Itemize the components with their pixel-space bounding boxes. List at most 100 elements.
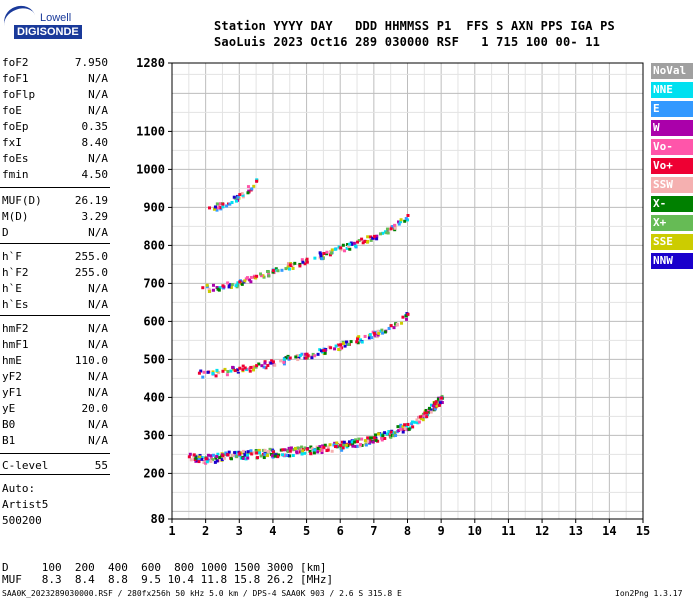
trace-point [304, 356, 308, 360]
trace-point [371, 236, 375, 240]
trace-point [298, 354, 302, 358]
legend-item: E [651, 101, 693, 117]
trace-point [417, 420, 421, 424]
trace-point [255, 274, 259, 278]
trace-point [223, 367, 227, 371]
trace-point [207, 290, 211, 294]
trace-point [246, 450, 250, 454]
trace-point [248, 278, 252, 282]
trace-point [346, 444, 350, 448]
trace-point [306, 354, 310, 358]
separator [0, 187, 110, 188]
trace-point [354, 438, 358, 442]
trace-point [312, 451, 316, 455]
trace-point [199, 369, 203, 373]
trace-point [338, 347, 342, 351]
trace-point [242, 456, 246, 460]
param-row: hmF2 N/A [2, 322, 108, 338]
trace-point [262, 456, 266, 460]
trace-point [214, 456, 218, 460]
trace-point [252, 365, 256, 369]
trace-point [259, 454, 263, 458]
trace-point [339, 343, 343, 347]
trace-point [266, 454, 270, 458]
trace-point [216, 452, 220, 456]
trace-point [300, 258, 304, 262]
trace-point [359, 442, 363, 446]
trace-point [425, 415, 429, 419]
param-row: M(D) 3.29 [2, 210, 108, 226]
x-tick-label: 3 [236, 524, 243, 538]
param-value: N/A [88, 226, 108, 239]
trace-point [394, 433, 398, 437]
param-value: N/A [88, 282, 108, 295]
trace-point [333, 247, 337, 251]
y-tick-label: 700 [143, 276, 165, 290]
trace-point [358, 338, 362, 342]
trace-point [426, 409, 430, 413]
trace-point [345, 246, 349, 250]
trace-point [245, 453, 249, 457]
legend-item: Vo- [651, 139, 693, 155]
trace-point [349, 241, 353, 245]
footer-version: Ion2Png 1.3.17 [615, 589, 683, 598]
trace-point [217, 371, 221, 375]
trace-point [375, 234, 379, 238]
param-row: yF2 N/A [2, 370, 108, 386]
trace-point [272, 452, 276, 456]
trace-point [263, 448, 267, 452]
trace-point [357, 437, 361, 441]
trace-point [424, 408, 428, 412]
trace-point [249, 275, 253, 279]
trace-point [381, 231, 385, 235]
trace-point [289, 446, 293, 450]
logo-lowell: Lowell [40, 12, 72, 24]
trace-point [397, 220, 401, 224]
trace-point [380, 438, 384, 442]
trace-point [258, 451, 262, 455]
trace-point [296, 358, 300, 362]
trace-point [347, 440, 351, 444]
trace-point [368, 439, 372, 443]
trace-point [372, 436, 376, 440]
trace-point [439, 399, 443, 403]
param-value: N/A [88, 322, 108, 335]
param-row: h`Es N/A [2, 298, 108, 314]
param-value: 0.35 [81, 120, 109, 133]
trace-point [201, 375, 205, 379]
trace-point [401, 425, 405, 429]
trace-point [365, 240, 369, 244]
trace-point [383, 330, 387, 334]
trace-point [438, 401, 442, 405]
trace-point [361, 241, 365, 245]
trace-point [328, 443, 332, 447]
param-name: h`E [2, 282, 22, 295]
trace-point [226, 453, 230, 457]
trace-point [226, 370, 230, 374]
trace-point [227, 285, 231, 289]
trace-point [425, 411, 429, 415]
trace-point [241, 195, 245, 199]
trace-point [216, 206, 220, 210]
trace-point [206, 370, 210, 374]
trace-point [333, 445, 337, 449]
trace-point [300, 452, 304, 456]
trace-point [318, 251, 322, 255]
param-name: MUF(D) [2, 194, 42, 207]
param-name: foFlp [2, 88, 36, 101]
trace-point [271, 270, 275, 274]
trace-point [221, 205, 225, 209]
trace-point [313, 448, 317, 452]
trace-point [318, 348, 322, 352]
trace-point [413, 420, 417, 424]
trace-point [213, 205, 217, 209]
legend-item: NNW [651, 253, 693, 269]
trace-point [363, 240, 367, 244]
trace-point [291, 453, 295, 457]
trace-point [339, 248, 343, 252]
param-name: foF2 [2, 56, 29, 69]
trace-point [207, 287, 211, 291]
legend-item: NoVal [651, 63, 693, 79]
trace-point [342, 440, 346, 444]
param-row: foEp 0.35 [2, 120, 108, 136]
